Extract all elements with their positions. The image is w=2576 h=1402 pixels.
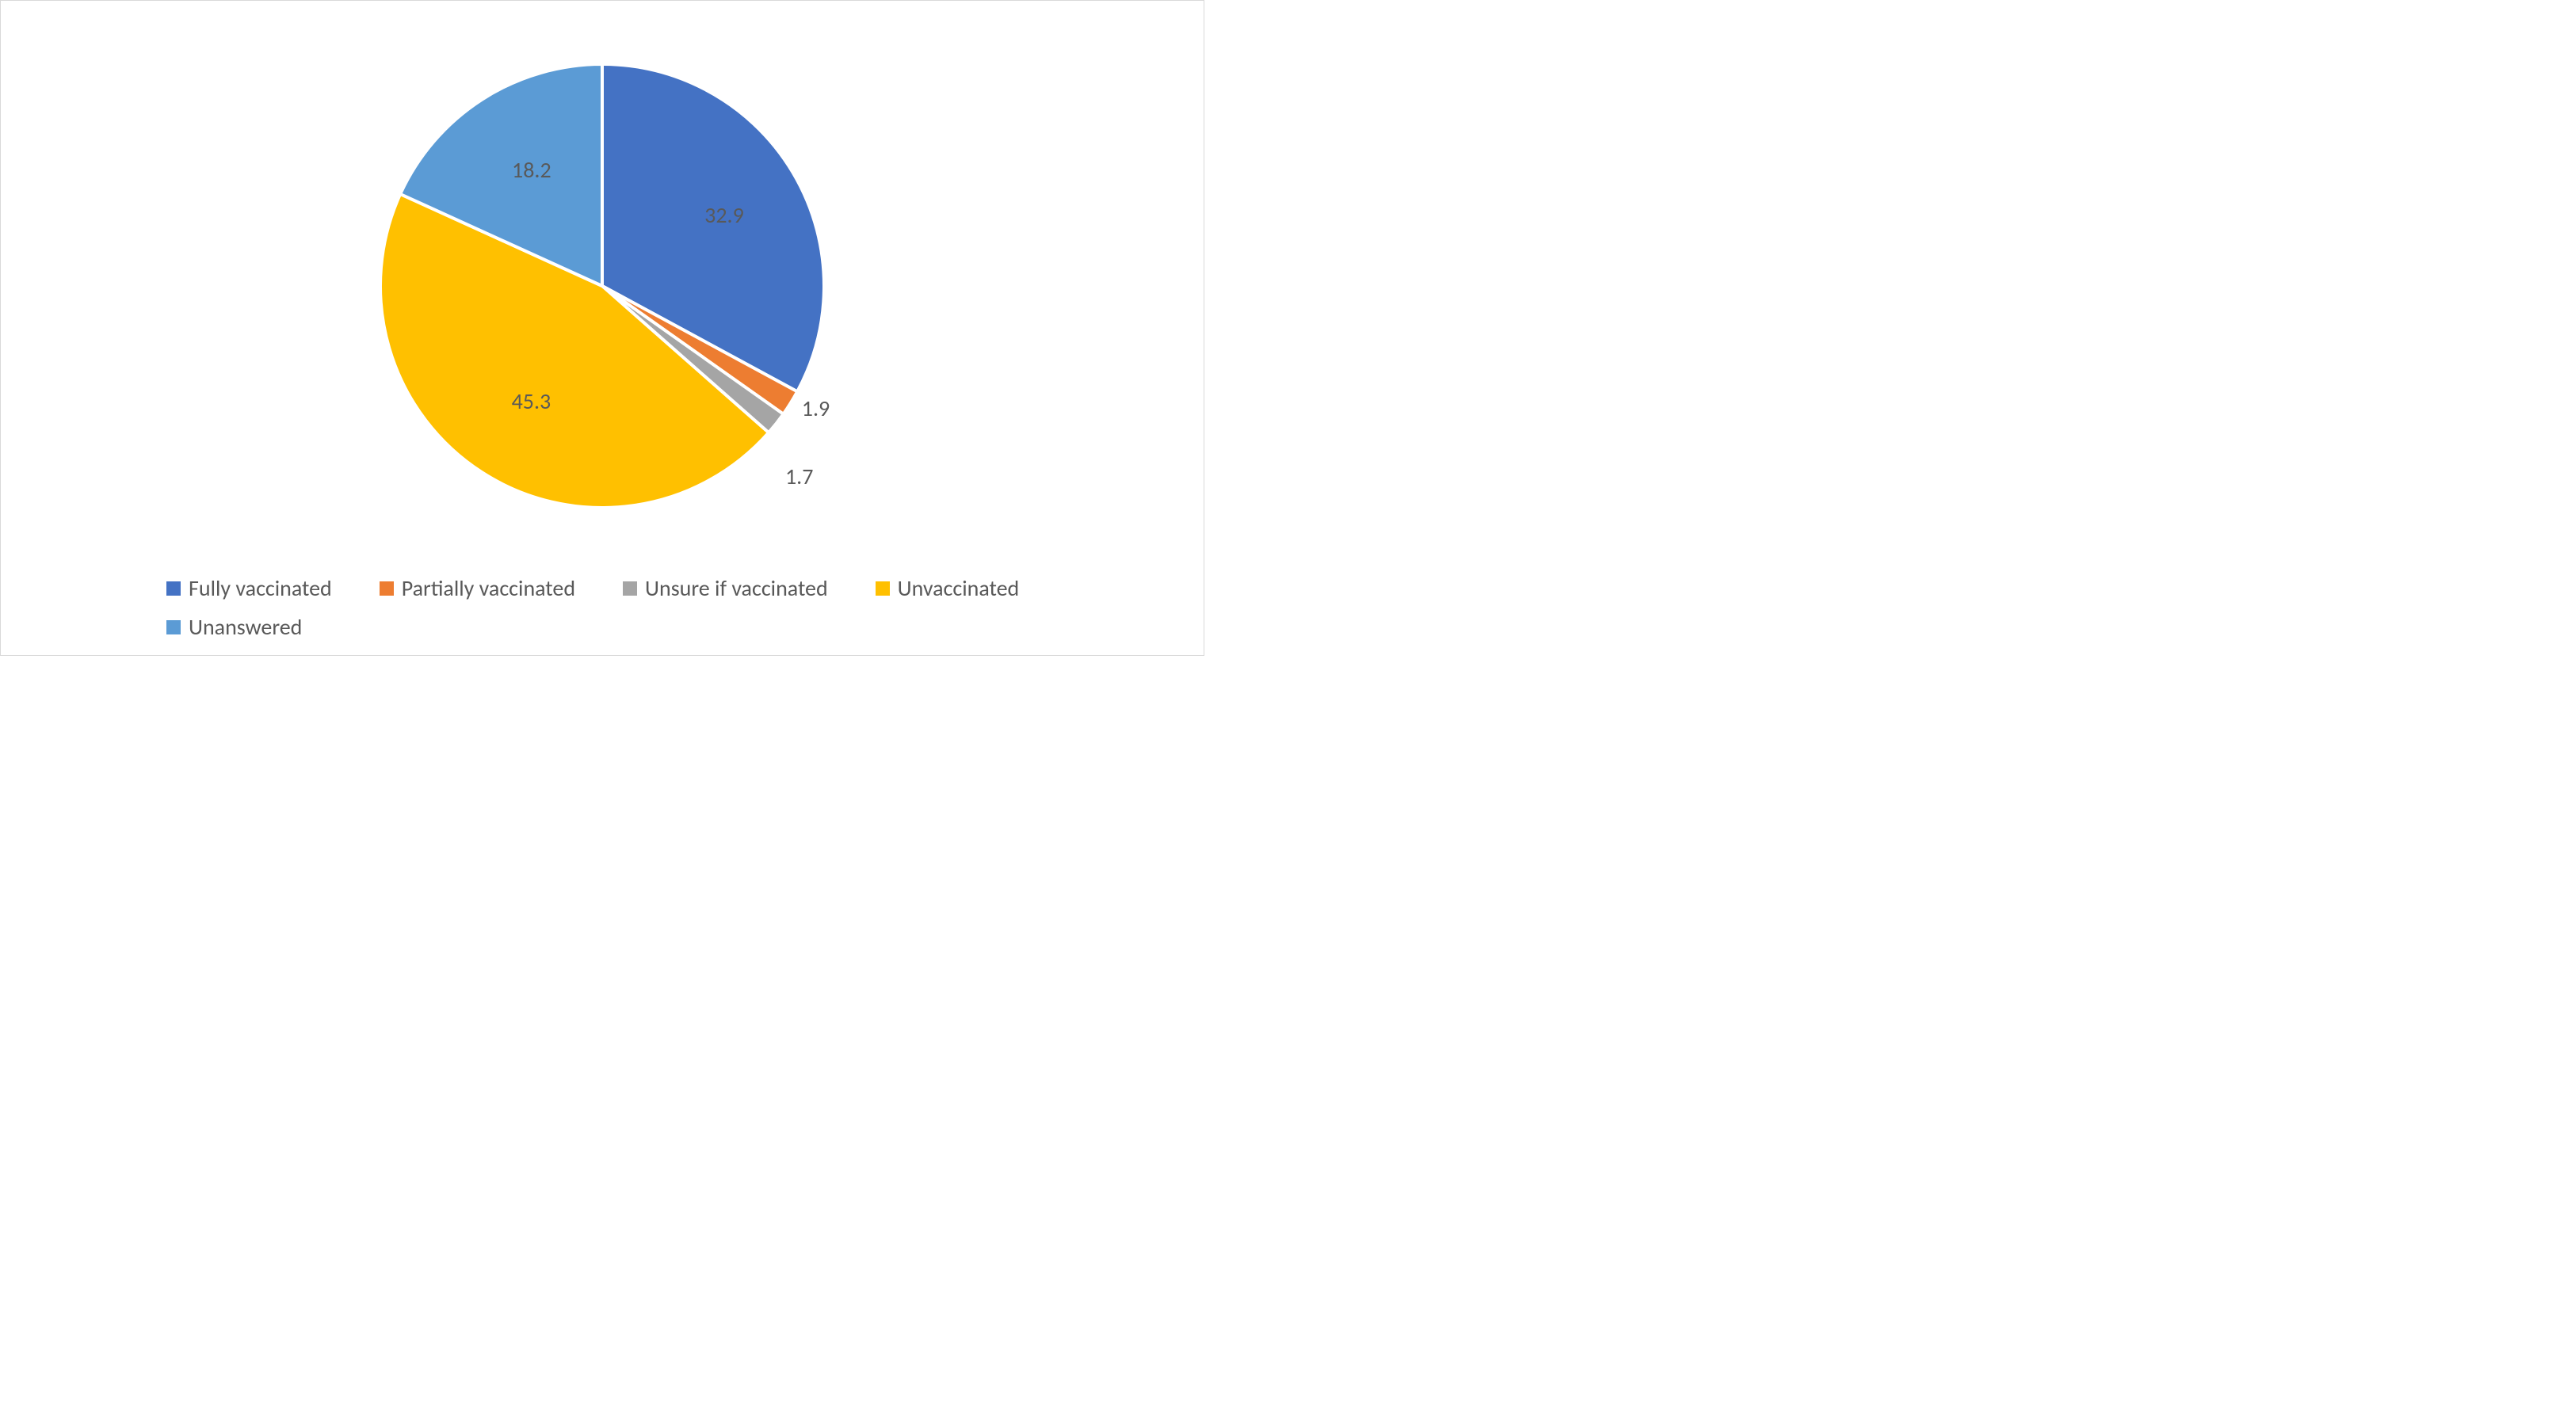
- legend-label: Unanswered: [189, 613, 302, 641]
- legend-swatch: [380, 581, 394, 596]
- legend-label: Fully vaccinated: [189, 574, 332, 602]
- legend-swatch: [876, 581, 890, 596]
- plot-area: 32.9 1.9 1.7 45.3 18.2: [206, 32, 998, 539]
- legend-item: Unanswered: [166, 613, 302, 641]
- legend-item: Unvaccinated: [876, 574, 1020, 602]
- pie-data-label: 1.9: [802, 394, 830, 422]
- chart-container: 32.9 1.9 1.7 45.3 18.2 Fully vaccinated Parti…: [0, 0, 1204, 656]
- legend-item: Unsure if vaccinated: [623, 574, 828, 602]
- legend-label: Unvaccinated: [898, 574, 1020, 602]
- pie-chart: [206, 32, 998, 524]
- pie-data-label: 32.9: [704, 201, 744, 229]
- legend-item: Fully vaccinated: [166, 574, 332, 602]
- legend-swatch: [166, 620, 181, 634]
- pie-data-label: 18.2: [512, 156, 551, 184]
- legend: Fully vaccinated Partially vaccinated Unsu…: [166, 574, 1038, 641]
- pie-data-label: 45.3: [512, 387, 551, 415]
- legend-swatch: [166, 581, 181, 596]
- pie-data-label: 1.7: [785, 463, 813, 490]
- legend-swatch: [623, 581, 637, 596]
- legend-label: Partially vaccinated: [402, 574, 575, 602]
- legend-item: Partially vaccinated: [380, 574, 575, 602]
- legend-label: Unsure if vaccinated: [645, 574, 828, 602]
